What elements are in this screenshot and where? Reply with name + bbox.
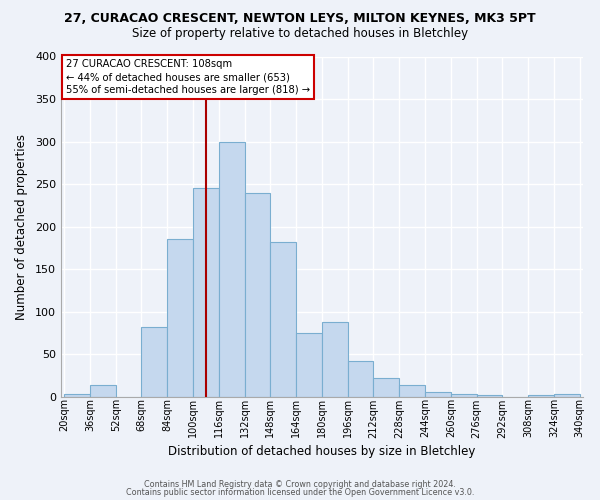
Text: Contains HM Land Registry data © Crown copyright and database right 2024.: Contains HM Land Registry data © Crown c… bbox=[144, 480, 456, 489]
Text: Size of property relative to detached houses in Bletchley: Size of property relative to detached ho… bbox=[132, 28, 468, 40]
Text: Contains public sector information licensed under the Open Government Licence v3: Contains public sector information licen… bbox=[126, 488, 474, 497]
Bar bbox=[296, 333, 322, 397]
Bar bbox=[245, 192, 271, 397]
Bar bbox=[90, 385, 116, 397]
Bar bbox=[219, 142, 245, 397]
X-axis label: Distribution of detached houses by size in Bletchley: Distribution of detached houses by size … bbox=[168, 444, 476, 458]
Bar bbox=[142, 327, 167, 397]
Bar bbox=[271, 242, 296, 397]
Bar bbox=[64, 394, 90, 397]
Bar bbox=[373, 378, 399, 397]
Bar bbox=[425, 392, 451, 397]
Y-axis label: Number of detached properties: Number of detached properties bbox=[15, 134, 28, 320]
Text: 27 CURACAO CRESCENT: 108sqm
← 44% of detached houses are smaller (653)
55% of se: 27 CURACAO CRESCENT: 108sqm ← 44% of det… bbox=[66, 59, 310, 96]
Bar bbox=[347, 361, 373, 397]
Bar bbox=[399, 385, 425, 397]
Bar bbox=[554, 394, 580, 397]
Text: 27, CURACAO CRESCENT, NEWTON LEYS, MILTON KEYNES, MK3 5PT: 27, CURACAO CRESCENT, NEWTON LEYS, MILTO… bbox=[64, 12, 536, 26]
Bar bbox=[528, 395, 554, 397]
Bar bbox=[476, 395, 502, 397]
Bar bbox=[451, 394, 476, 397]
Bar bbox=[167, 240, 193, 397]
Bar bbox=[193, 188, 219, 397]
Bar bbox=[322, 322, 347, 397]
